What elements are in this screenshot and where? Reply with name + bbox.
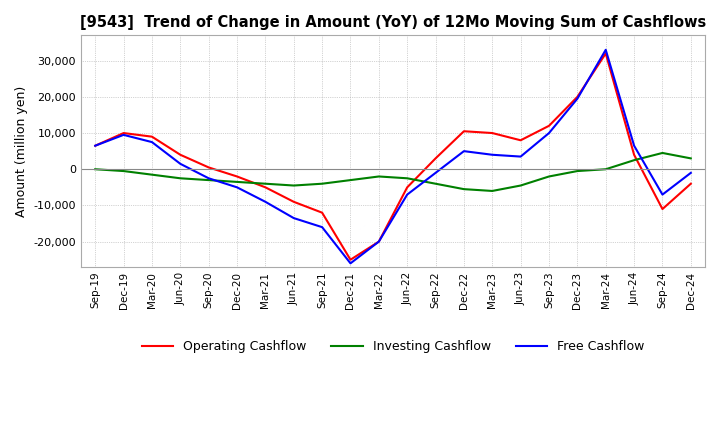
Investing Cashflow	[374, 174, 383, 179]
Investing Cashflow	[601, 167, 610, 172]
Operating Cashflow	[289, 199, 298, 205]
Free Cashflow	[176, 161, 184, 166]
Investing Cashflow	[630, 158, 639, 163]
Operating Cashflow	[488, 130, 497, 136]
Free Cashflow	[261, 199, 270, 205]
Investing Cashflow	[318, 181, 326, 187]
Operating Cashflow	[431, 156, 440, 161]
Line: Investing Cashflow: Investing Cashflow	[95, 153, 690, 191]
Investing Cashflow	[545, 174, 554, 179]
Investing Cashflow	[516, 183, 525, 188]
Investing Cashflow	[148, 172, 156, 177]
Free Cashflow	[403, 192, 412, 197]
Investing Cashflow	[686, 156, 695, 161]
Free Cashflow	[686, 170, 695, 176]
Free Cashflow	[488, 152, 497, 158]
Investing Cashflow	[289, 183, 298, 188]
Operating Cashflow	[318, 210, 326, 215]
Free Cashflow	[459, 149, 468, 154]
Free Cashflow	[545, 130, 554, 136]
Operating Cashflow	[346, 257, 355, 262]
Investing Cashflow	[459, 187, 468, 192]
Free Cashflow	[658, 192, 667, 197]
Free Cashflow	[630, 143, 639, 148]
Operating Cashflow	[516, 138, 525, 143]
Operating Cashflow	[403, 185, 412, 190]
Free Cashflow	[148, 139, 156, 145]
Free Cashflow	[573, 96, 582, 101]
Line: Free Cashflow: Free Cashflow	[95, 50, 690, 263]
Investing Cashflow	[403, 176, 412, 181]
Free Cashflow	[233, 185, 241, 190]
Free Cashflow	[516, 154, 525, 159]
Free Cashflow	[91, 143, 99, 148]
Operating Cashflow	[630, 152, 639, 158]
Operating Cashflow	[601, 51, 610, 56]
Investing Cashflow	[431, 181, 440, 187]
Free Cashflow	[431, 170, 440, 176]
Operating Cashflow	[261, 185, 270, 190]
Operating Cashflow	[545, 123, 554, 128]
Operating Cashflow	[120, 130, 128, 136]
Investing Cashflow	[233, 179, 241, 184]
Investing Cashflow	[120, 169, 128, 174]
Operating Cashflow	[374, 239, 383, 244]
Operating Cashflow	[686, 181, 695, 187]
Investing Cashflow	[261, 181, 270, 187]
Investing Cashflow	[176, 176, 184, 181]
Operating Cashflow	[91, 143, 99, 148]
Title: [9543]  Trend of Change in Amount (YoY) of 12Mo Moving Sum of Cashflows: [9543] Trend of Change in Amount (YoY) o…	[80, 15, 706, 30]
Investing Cashflow	[204, 177, 213, 183]
Line: Operating Cashflow: Operating Cashflow	[95, 53, 690, 260]
Operating Cashflow	[459, 128, 468, 134]
Free Cashflow	[318, 224, 326, 230]
Y-axis label: Amount (million yen): Amount (million yen)	[15, 85, 28, 217]
Investing Cashflow	[346, 177, 355, 183]
Operating Cashflow	[148, 134, 156, 139]
Free Cashflow	[204, 176, 213, 181]
Free Cashflow	[374, 239, 383, 244]
Free Cashflow	[289, 216, 298, 221]
Operating Cashflow	[573, 94, 582, 99]
Legend: Operating Cashflow, Investing Cashflow, Free Cashflow: Operating Cashflow, Investing Cashflow, …	[137, 335, 649, 358]
Operating Cashflow	[176, 152, 184, 158]
Investing Cashflow	[91, 167, 99, 172]
Operating Cashflow	[204, 165, 213, 170]
Operating Cashflow	[658, 206, 667, 212]
Investing Cashflow	[488, 188, 497, 194]
Free Cashflow	[120, 132, 128, 137]
Free Cashflow	[346, 260, 355, 266]
Operating Cashflow	[233, 174, 241, 179]
Free Cashflow	[601, 47, 610, 52]
Investing Cashflow	[658, 150, 667, 156]
Investing Cashflow	[573, 169, 582, 174]
